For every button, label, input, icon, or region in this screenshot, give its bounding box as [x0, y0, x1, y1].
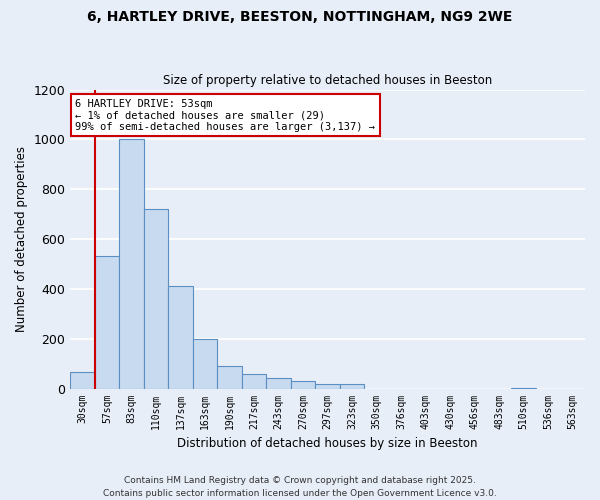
Bar — [95, 256, 119, 388]
Y-axis label: Number of detached properties: Number of detached properties — [15, 146, 28, 332]
Bar — [193, 340, 217, 388]
Bar — [144, 209, 169, 388]
Bar — [316, 384, 340, 388]
Bar — [291, 380, 316, 388]
Bar — [266, 378, 291, 388]
Bar — [217, 366, 242, 388]
Text: 6, HARTLEY DRIVE, BEESTON, NOTTINGHAM, NG9 2WE: 6, HARTLEY DRIVE, BEESTON, NOTTINGHAM, N… — [88, 10, 512, 24]
Text: 6 HARTLEY DRIVE: 53sqm
← 1% of detached houses are smaller (29)
99% of semi-deta: 6 HARTLEY DRIVE: 53sqm ← 1% of detached … — [76, 98, 376, 132]
X-axis label: Distribution of detached houses by size in Beeston: Distribution of detached houses by size … — [178, 437, 478, 450]
Title: Size of property relative to detached houses in Beeston: Size of property relative to detached ho… — [163, 74, 492, 87]
Bar — [242, 374, 266, 388]
Text: Contains HM Land Registry data © Crown copyright and database right 2025.
Contai: Contains HM Land Registry data © Crown c… — [103, 476, 497, 498]
Bar — [169, 286, 193, 388]
Bar — [340, 384, 364, 388]
Bar — [119, 140, 144, 388]
Bar — [70, 372, 95, 388]
